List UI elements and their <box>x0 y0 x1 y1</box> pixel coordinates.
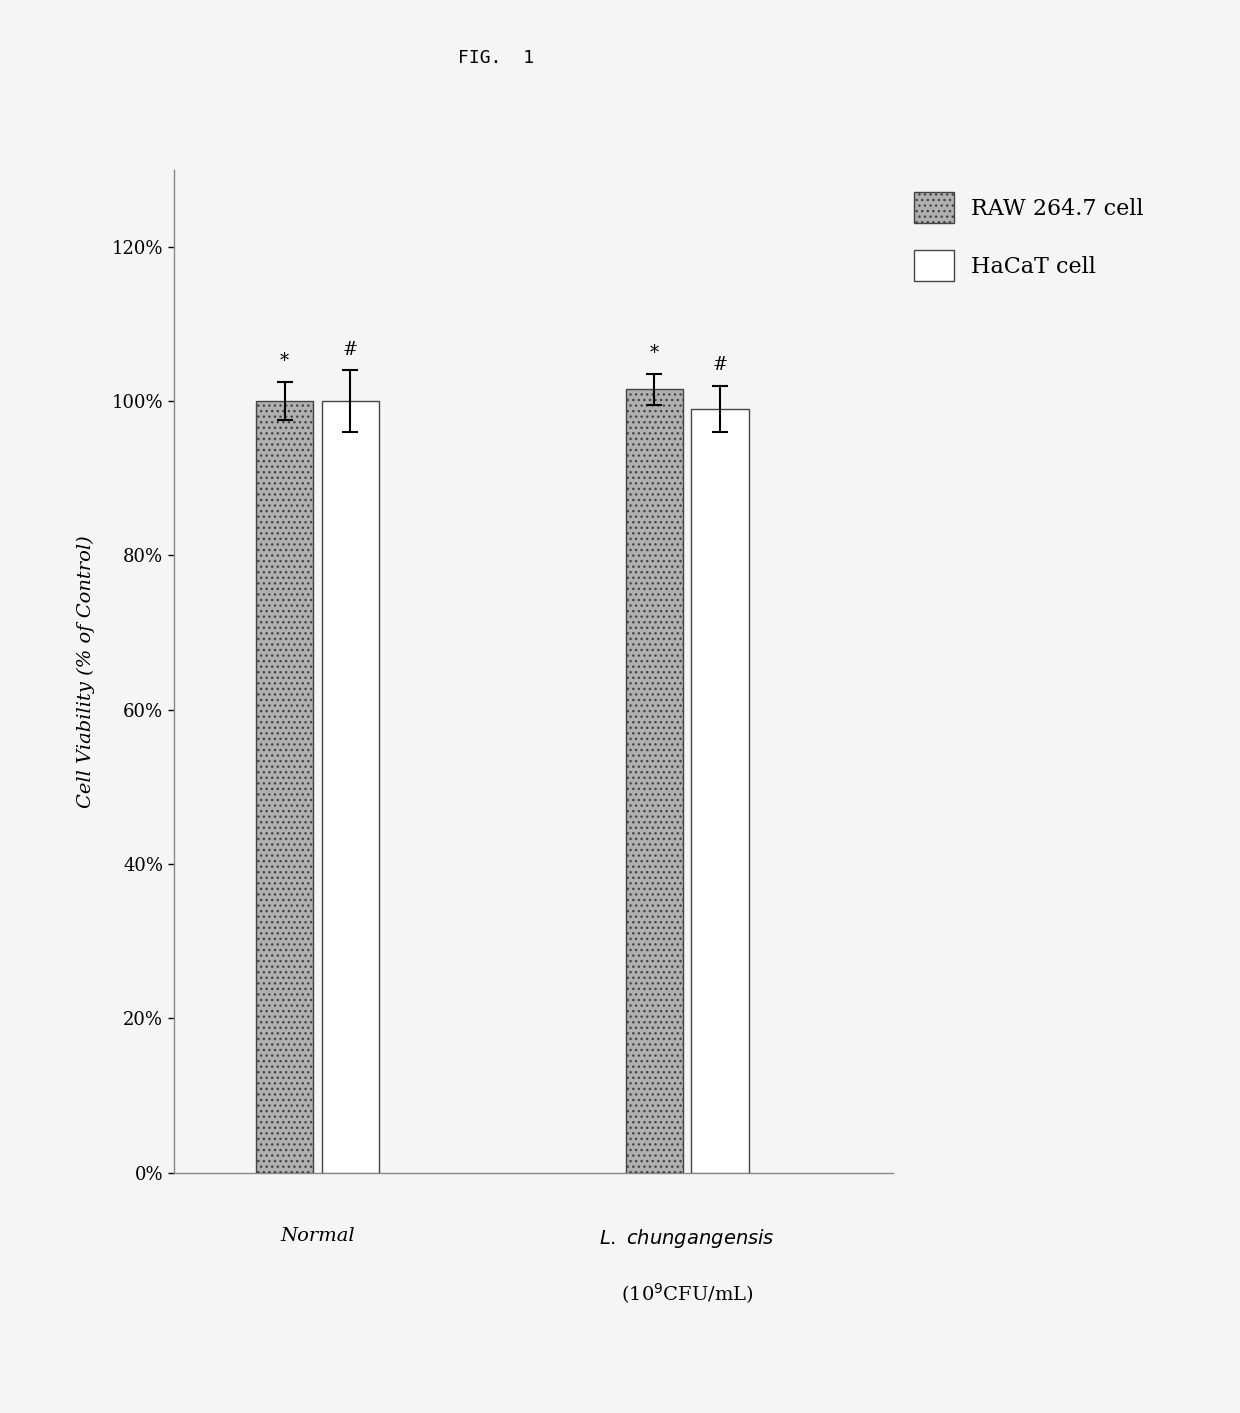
Text: *: * <box>650 345 658 363</box>
Y-axis label: Cell Viability (% of Control): Cell Viability (% of Control) <box>77 534 95 808</box>
Text: (10$^{9}$CFU/mL): (10$^{9}$CFU/mL) <box>621 1280 754 1306</box>
Bar <box>692 408 749 1173</box>
Text: #: # <box>342 341 358 359</box>
Bar <box>626 390 683 1173</box>
Text: *: * <box>280 352 289 370</box>
Bar <box>255 401 314 1173</box>
Bar <box>321 401 379 1173</box>
Text: FIG.  1: FIG. 1 <box>458 49 534 68</box>
Legend: RAW 264.7 cell, HaCaT cell: RAW 264.7 cell, HaCaT cell <box>903 181 1154 292</box>
Text: #: # <box>713 356 728 374</box>
Text: $\it{L.\ chungangensis}$: $\it{L.\ chungangensis}$ <box>599 1226 775 1251</box>
Text: Normal: Normal <box>280 1226 355 1245</box>
